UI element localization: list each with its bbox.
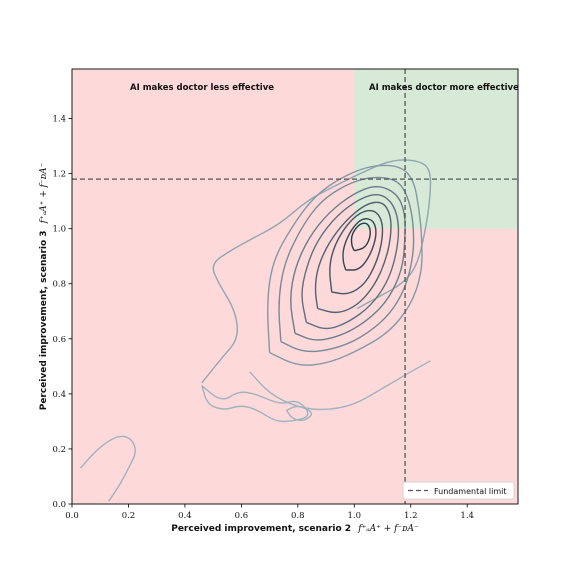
y-tick-label: 0.4: [52, 390, 66, 400]
y-tick-label: 1.0: [52, 225, 66, 235]
y-tick-label: 0.6: [52, 335, 66, 345]
x-tick-label: 0.2: [122, 511, 136, 521]
y-axis-label: Perceived improvement, scenario 3 f⁺ₐA⁺ …: [39, 162, 49, 410]
contour-line-5: [267, 164, 423, 366]
x-axis-label-math: f⁺ₐA⁺ + f⁻ᴅA⁻: [357, 524, 419, 534]
y-axis-ticks: 0.0 0.2 0.4 0.6 0.8 1.0 1.2 1.4: [52, 115, 72, 510]
contour-line-2: [285, 405, 313, 422]
x-tick-label: 0.0: [65, 511, 79, 521]
x-tick-label: 1.4: [460, 511, 474, 521]
contour-line-1: [249, 360, 431, 411]
y-tick-label: 1.4: [52, 115, 66, 125]
region-label-less-effective: AI makes doctor less effective: [130, 83, 274, 93]
legend-label-fundamental-limit: Fundamental limit: [434, 487, 506, 496]
y-tick-label: 1.2: [52, 170, 66, 180]
x-tick-label: 0.8: [291, 511, 305, 521]
x-axis-label: Perceived improvement, scenario 2 f⁺ₐA⁺ …: [171, 524, 419, 534]
region-more-effective: [354, 69, 518, 229]
contour-line-9: [314, 201, 392, 314]
legend-box: [402, 481, 515, 500]
contour-line-7: [290, 186, 406, 341]
y-tick-label: 0.0: [52, 500, 66, 510]
contour-line-8: [301, 194, 400, 330]
x-tick-label: 0.4: [178, 511, 192, 521]
contour-line-11: [342, 218, 377, 271]
x-tick-label: 0.6: [235, 511, 249, 521]
plot-frame: [71, 68, 519, 505]
legend: Fundamental limit: [402, 481, 515, 500]
contour-line-6: [278, 176, 415, 353]
region-label-more-effective: AI makes doctor more effective: [369, 83, 519, 93]
contour-line-10: [329, 209, 384, 295]
x-axis-ticks: 0.0 0.2 0.4 0.6 0.8 1.0 1.2 1.4: [65, 504, 474, 521]
plot-area: [71, 68, 519, 505]
contour-line-3: [201, 385, 309, 423]
x-axis-label-text: Perceived improvement, scenario 2: [171, 524, 351, 534]
contour-line-12: [350, 222, 371, 252]
y-axis-label-math: f⁺ₐA⁺ + f⁻ᴅA⁻: [39, 162, 49, 224]
y-axis-label-text: Perceived improvement, scenario 3: [39, 230, 49, 410]
contour-line-0: [79, 435, 136, 502]
kde-contours: [79, 159, 432, 502]
x-tick-label: 1.0: [348, 511, 362, 521]
y-tick-label: 0.2: [52, 445, 66, 455]
y-tick-label: 0.8: [52, 280, 66, 290]
x-tick-label: 1.2: [404, 511, 418, 521]
